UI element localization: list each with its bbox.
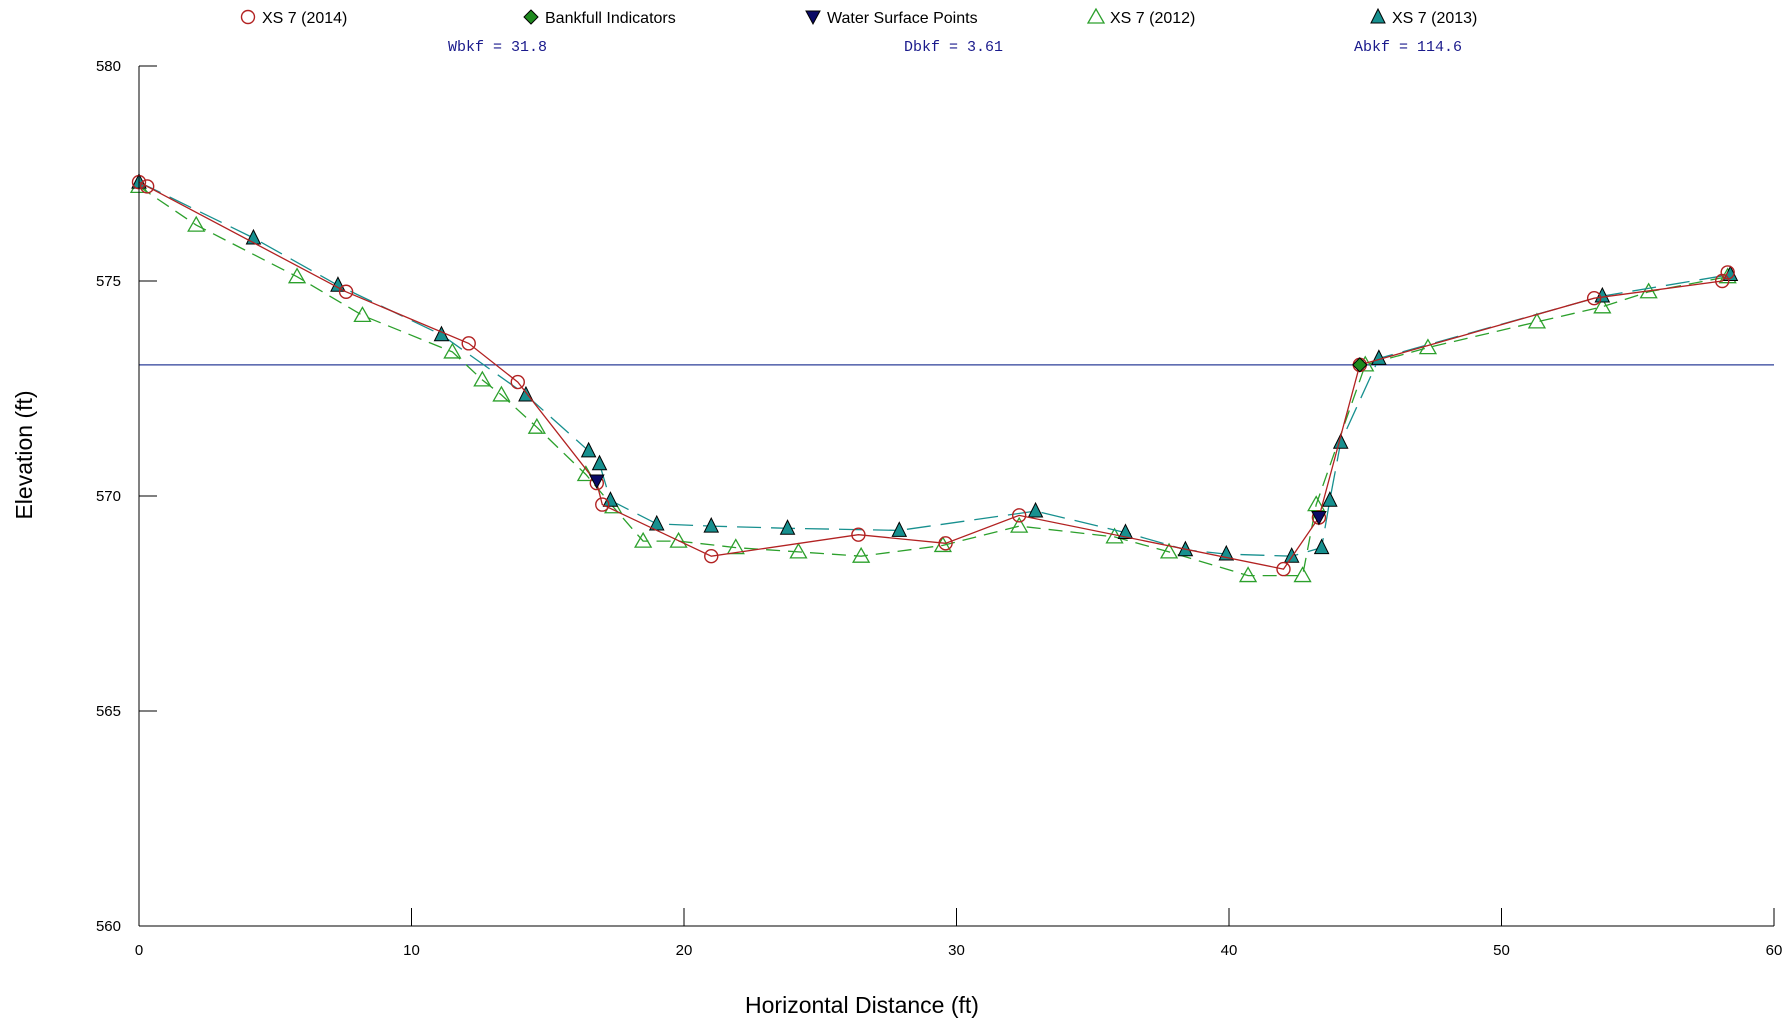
legend-label: Bankfull Indicators [545, 10, 676, 27]
data-point [492, 385, 511, 402]
y-tick-label: 560 [96, 918, 121, 935]
x-tick-label: 60 [1766, 942, 1783, 959]
data-point [595, 497, 610, 512]
data-point [703, 516, 720, 533]
bankfull-stat: Wbkf = 31.8 [448, 39, 547, 56]
legend-item: XS 7 (2013) [1370, 7, 1477, 27]
data-point [891, 521, 908, 537]
data-point [1311, 511, 1327, 526]
legend-item: Bankfull Indicators [523, 9, 676, 27]
x-tick-label: 50 [1493, 942, 1510, 959]
data-point [779, 519, 796, 535]
x-tick-label: 20 [676, 942, 693, 959]
data-point [461, 336, 476, 351]
data-point [1313, 538, 1330, 555]
data-point [1010, 516, 1029, 533]
x-axis-title: Horizontal Distance (ft) [745, 992, 979, 1018]
data-point [580, 441, 597, 458]
data-point [1593, 297, 1612, 314]
data-point [805, 10, 821, 26]
bankfull-stat: Abkf = 114.6 [1354, 39, 1462, 56]
data-point [240, 9, 256, 25]
data-point [1586, 291, 1602, 306]
series-xs-7-2012 [129, 177, 1737, 583]
legend-item: XS 7 (2014) [240, 9, 347, 27]
data-point [1322, 491, 1338, 507]
data-point [245, 228, 262, 245]
y-tick-label: 580 [96, 58, 121, 75]
data-point [1011, 508, 1027, 523]
data-point [527, 417, 546, 434]
x-tick-label: 40 [1221, 942, 1238, 959]
data-point [1159, 542, 1179, 559]
data-point [938, 536, 953, 551]
series-xs-7-2013 [131, 172, 1739, 563]
data-point [1332, 433, 1349, 449]
legend-label: XS 7 (2013) [1392, 10, 1477, 27]
data-point [338, 284, 354, 299]
bankfull-stat: Dbkf = 3.61 [904, 39, 1003, 56]
data-point [287, 267, 307, 284]
data-point [789, 542, 808, 559]
series-bankfull-indicators [1352, 357, 1368, 373]
bankfull-stats: Wbkf = 31.8 Dbkf = 3.61 Abkf = 114.6 [448, 39, 1462, 56]
data-point [443, 342, 462, 359]
data-point [1720, 265, 1735, 280]
axes: 0 10 20 30 40 50 60 560 565 570 575 580 [96, 58, 1782, 959]
series-water-surface-points [588, 474, 1327, 526]
data-point [588, 474, 605, 490]
x-tick-label: 10 [403, 942, 420, 959]
data-point [669, 531, 688, 548]
data-point [1370, 7, 1386, 24]
data-point [634, 531, 653, 548]
data-point [852, 546, 871, 563]
plot-area [129, 172, 1774, 583]
data-point [473, 370, 492, 387]
data-point [704, 549, 719, 564]
data-point [1293, 566, 1312, 583]
data-point [1307, 495, 1326, 512]
legend-item: Water Surface Points [805, 10, 978, 27]
series-line [138, 181, 1731, 557]
series-line [138, 185, 1728, 577]
data-point [1238, 566, 1258, 583]
data-point [510, 374, 525, 390]
legend-label: Water Surface Points [827, 10, 978, 27]
y-tick-label: 570 [96, 488, 121, 505]
data-point [1283, 547, 1300, 563]
data-point [1086, 7, 1106, 24]
data-point [523, 9, 539, 25]
data-point [1352, 357, 1368, 373]
y-axis-title: Elevation (ft) [11, 390, 37, 519]
data-point [353, 306, 372, 323]
x-tick-label: 30 [948, 942, 965, 959]
legend-label: XS 7 (2014) [262, 10, 347, 27]
legend-label: XS 7 (2012) [1110, 10, 1195, 27]
y-tick-label: 565 [96, 703, 121, 720]
legend-item: XS 7 (2012) [1086, 7, 1195, 27]
series-xs-7-2014 [131, 174, 1735, 577]
data-point [851, 527, 866, 542]
data-point [139, 179, 155, 194]
data-point [1527, 312, 1547, 329]
y-tick-label: 575 [96, 273, 121, 290]
data-point [1117, 523, 1134, 540]
series-line [138, 181, 1729, 570]
data-point [1594, 286, 1611, 303]
data-point [1027, 501, 1044, 518]
x-tick-label: 0 [135, 942, 143, 959]
data-point [726, 538, 745, 555]
data-point [187, 215, 206, 232]
data-point [591, 454, 608, 471]
data-point [1276, 561, 1291, 577]
legend: XS 7 (2014) Bankfull Indicators Water Surf… [240, 7, 1477, 27]
